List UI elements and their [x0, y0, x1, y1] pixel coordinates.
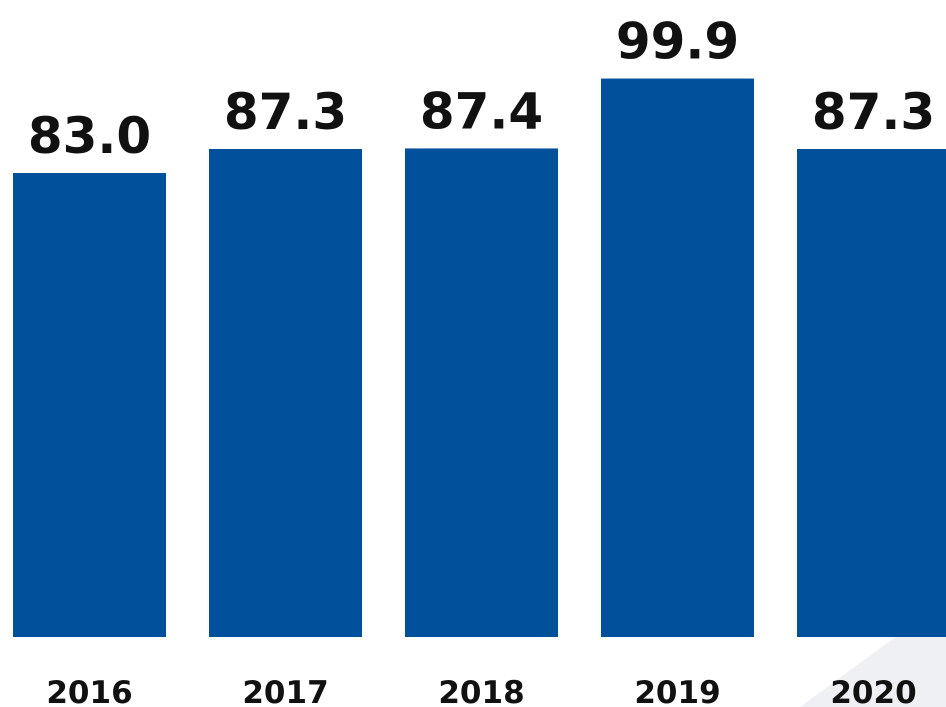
- bar-2018: [405, 148, 558, 637]
- x-tick-label-2017: 2017: [242, 675, 328, 707]
- value-label-2017: 87.3: [224, 83, 347, 141]
- x-tick-label-2019: 2019: [634, 675, 720, 707]
- bar-2016: [13, 173, 166, 637]
- bar-2020: [797, 148, 946, 638]
- x-tick-label-2020: 2020: [830, 675, 916, 707]
- value-label-2016: 83.0: [28, 107, 151, 165]
- value-label-2020: 87.3: [812, 83, 935, 141]
- value-label-2018: 87.4: [420, 82, 543, 140]
- bar-2019: [601, 78, 754, 637]
- x-tick-labels-group: 2016 2017 2018 2019 2020: [46, 675, 916, 707]
- value-label-2019: 99.9: [616, 13, 739, 71]
- value-labels-group: 83.0 87.3 87.4 99.9 87.3: [28, 13, 935, 165]
- x-tick-label-2018: 2018: [438, 675, 524, 707]
- bar-2017: [209, 148, 362, 638]
- x-tick-label-2016: 2016: [46, 675, 132, 707]
- bars-group: [13, 78, 946, 638]
